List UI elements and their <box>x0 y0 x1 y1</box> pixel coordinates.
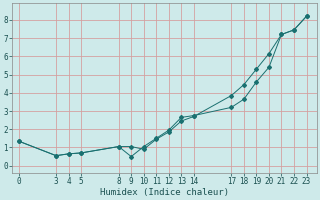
X-axis label: Humidex (Indice chaleur): Humidex (Indice chaleur) <box>100 188 229 197</box>
